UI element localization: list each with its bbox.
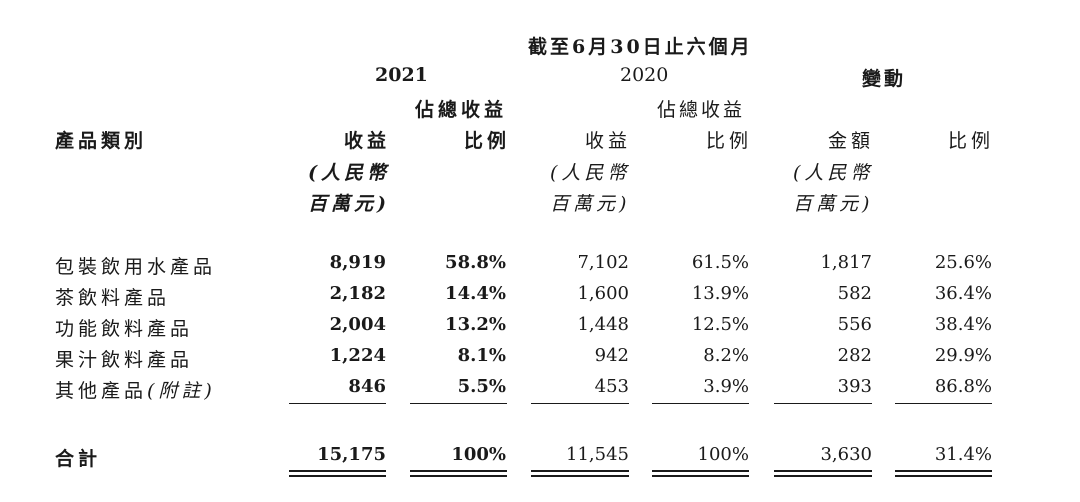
row-category: 茶飲料產品	[55, 287, 171, 309]
period-heading: 截至6月30日止六個月	[528, 36, 753, 58]
note-reference: (附註)	[147, 380, 216, 402]
subtotal-rule	[652, 403, 749, 404]
pct-2020: 3.9%	[703, 376, 749, 397]
category-column-heading: 產品類別	[55, 130, 148, 152]
ratio-heading-2021: 比例	[464, 130, 511, 152]
unit-line2-2021: 百萬元)	[308, 193, 390, 215]
rev-2020: 1,600	[577, 283, 629, 304]
revenue-heading-2021: 收益	[344, 130, 391, 152]
change-amount: 393	[837, 376, 872, 397]
total-double-rule	[652, 475, 749, 477]
subtotal-rule	[895, 403, 992, 404]
rev-2020: 7,102	[577, 252, 629, 273]
change-heading: 變動	[862, 68, 907, 90]
rev-2021: 846	[348, 376, 386, 397]
year-2020-heading: 2020	[620, 64, 669, 86]
pct-2020: 13.9%	[691, 283, 749, 304]
pct-2020: 8.2%	[703, 345, 749, 366]
total-double-rule	[774, 475, 872, 477]
change-pct: 38.4%	[934, 314, 992, 335]
total-double-rule	[774, 470, 872, 472]
rev-2021: 2,004	[329, 314, 386, 335]
pct-2021: 58.8%	[445, 252, 506, 273]
total-change-amount: 3,630	[820, 444, 872, 465]
total-double-rule	[289, 470, 386, 472]
total-double-rule	[289, 475, 386, 477]
row-category: 果汁飲料產品	[55, 349, 194, 371]
unit-line1-2020: (人民幣	[550, 162, 631, 184]
total-change-pct: 31.4%	[934, 444, 992, 465]
subtotal-rule	[531, 403, 629, 404]
change-amount: 1,817	[820, 252, 872, 273]
ratio-heading-change: 比例	[948, 130, 995, 152]
total-double-rule	[410, 475, 507, 477]
pct-of-total-heading-2020: 佔總收益	[657, 99, 746, 121]
row-category: 功能飲料產品	[55, 318, 194, 340]
change-amount: 556	[837, 314, 872, 335]
category-name: 其他產品	[55, 380, 148, 402]
row-category: 其他產品(附註)	[55, 376, 216, 403]
pct-2021: 5.5%	[457, 376, 506, 397]
total-label: 合計	[55, 448, 102, 470]
total-pct-2020: 100%	[697, 444, 749, 465]
revenue-heading-2020: 收益	[585, 130, 632, 152]
pct-of-total-heading-2021: 佔總收益	[415, 99, 508, 121]
pct-2021: 13.2%	[445, 314, 506, 335]
change-amount: 282	[837, 345, 872, 366]
total-double-rule	[895, 475, 992, 477]
change-pct: 25.6%	[934, 252, 992, 273]
change-amount: 582	[837, 283, 872, 304]
subtotal-rule	[410, 403, 507, 404]
ratio-heading-2020: 比例	[706, 130, 753, 152]
total-double-rule	[531, 470, 629, 472]
rev-2020: 1,448	[577, 314, 629, 335]
rev-2020: 453	[594, 376, 629, 397]
pct-2020: 61.5%	[691, 252, 749, 273]
rev-2020: 942	[594, 345, 629, 366]
total-rev-2020: 11,545	[566, 444, 629, 465]
pct-2021: 8.1%	[457, 345, 506, 366]
unit-line1-2021: (人民幣	[308, 162, 390, 184]
pct-2020: 12.5%	[691, 314, 749, 335]
row-category: 包裝飲用水產品	[55, 256, 217, 278]
subtotal-rule	[774, 403, 872, 404]
subtotal-rule	[289, 403, 386, 404]
total-double-rule	[531, 475, 629, 477]
change-pct: 86.8%	[934, 376, 992, 397]
unit-line1-change: (人民幣	[793, 162, 874, 184]
pct-2021: 14.4%	[445, 283, 506, 304]
total-rev-2021: 15,175	[317, 444, 386, 465]
unit-line2-2020: 百萬元)	[550, 193, 631, 215]
unit-line2-change: 百萬元)	[793, 193, 874, 215]
rev-2021: 2,182	[329, 283, 386, 304]
rev-2021: 8,919	[329, 252, 386, 273]
rev-2021: 1,224	[329, 345, 386, 366]
total-double-rule	[895, 470, 992, 472]
total-double-rule	[410, 470, 507, 472]
total-pct-2021: 100%	[451, 444, 506, 465]
change-pct: 29.9%	[934, 345, 992, 366]
total-double-rule	[652, 470, 749, 472]
year-2021-heading: 2021	[375, 64, 428, 86]
change-pct: 36.4%	[934, 283, 992, 304]
amount-heading: 金額	[828, 130, 875, 152]
